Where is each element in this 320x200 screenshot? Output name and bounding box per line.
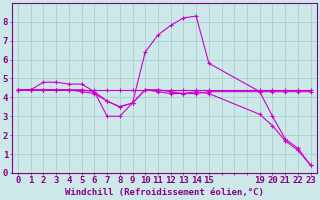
X-axis label: Windchill (Refroidissement éolien,°C): Windchill (Refroidissement éolien,°C) xyxy=(65,188,264,197)
